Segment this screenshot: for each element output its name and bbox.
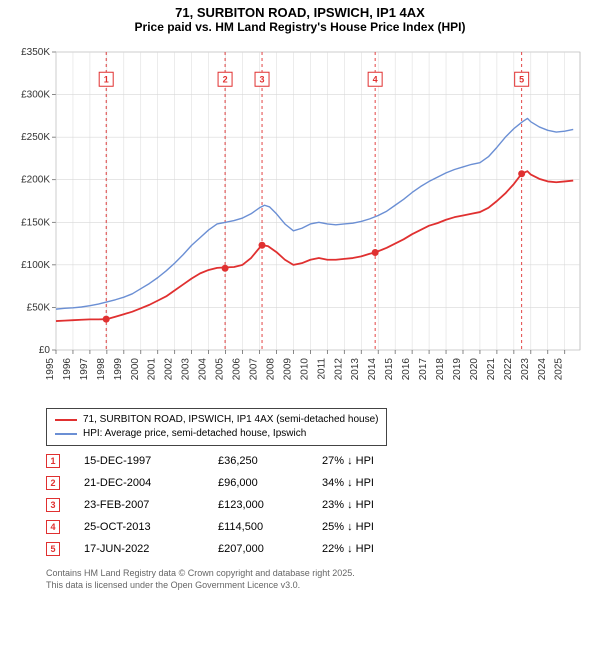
- chart-title: 71, SURBITON ROAD, IPSWICH, IP1 4AX: [10, 5, 590, 20]
- line-chart-svg: £0 £50K £100K £150K £200K £250K £300K £350K 1995…: [10, 42, 590, 402]
- footer-line1: Contains HM Land Registry data © Crown c…: [46, 568, 590, 580]
- legend-row: HPI: Average price, semi-detached house,…: [55, 427, 378, 441]
- chart-area: £0 £50K £100K £150K £200K £250K £300K £350K 1995…: [10, 42, 590, 402]
- event-pct: 23% ↓ HPI: [322, 499, 412, 511]
- events-table: 1 15-DEC-1997 £36,250 27% ↓ HPI 2 21-DEC-2004…: [46, 450, 590, 560]
- event-pct: 27% ↓ HPI: [322, 455, 412, 467]
- svg-text:2015: 2015: [384, 358, 395, 381]
- event-marker: 4: [46, 520, 60, 534]
- svg-text:1998: 1998: [96, 358, 107, 381]
- svg-text:£0: £0: [39, 345, 51, 356]
- svg-text:2000: 2000: [130, 358, 141, 381]
- svg-text:2009: 2009: [282, 358, 293, 381]
- svg-text:2024: 2024: [537, 358, 548, 381]
- event-row: 4 25-OCT-2013 £114,500 25% ↓ HPI: [46, 516, 590, 538]
- svg-text:2025: 2025: [554, 358, 565, 381]
- svg-text:£250K: £250K: [21, 132, 50, 143]
- svg-text:£100K: £100K: [21, 260, 50, 271]
- legend-swatch: [55, 419, 77, 421]
- event-price: £207,000: [218, 543, 298, 555]
- event-date: 21-DEC-2004: [84, 477, 194, 489]
- svg-text:2001: 2001: [147, 358, 158, 381]
- event-pct: 25% ↓ HPI: [322, 521, 412, 533]
- svg-text:2021: 2021: [486, 358, 497, 381]
- svg-text:2012: 2012: [333, 358, 344, 381]
- svg-text:2002: 2002: [164, 358, 175, 381]
- svg-text:2018: 2018: [435, 358, 446, 381]
- event-pct: 34% ↓ HPI: [322, 477, 412, 489]
- event-marker: 3: [46, 498, 60, 512]
- svg-text:£50K: £50K: [27, 302, 51, 313]
- legend-swatch: [55, 433, 77, 435]
- event-marker: 1: [46, 454, 60, 468]
- svg-text:£300K: £300K: [21, 90, 50, 101]
- svg-text:1997: 1997: [79, 358, 90, 381]
- svg-text:5: 5: [519, 75, 524, 85]
- legend-label: HPI: Average price, semi-detached house,…: [83, 427, 306, 441]
- legend-row: 71, SURBITON ROAD, IPSWICH, IP1 4AX (sem…: [55, 413, 378, 427]
- svg-text:£150K: £150K: [21, 217, 50, 228]
- svg-text:2010: 2010: [299, 358, 310, 381]
- svg-text:4: 4: [373, 75, 378, 85]
- svg-text:2003: 2003: [181, 358, 192, 381]
- event-date: 15-DEC-1997: [84, 455, 194, 467]
- event-row: 5 17-JUN-2022 £207,000 22% ↓ HPI: [46, 538, 590, 560]
- event-row: 3 23-FEB-2007 £123,000 23% ↓ HPI: [46, 494, 590, 516]
- event-price: £123,000: [218, 499, 298, 511]
- event-pct: 22% ↓ HPI: [322, 543, 412, 555]
- legend-box: 71, SURBITON ROAD, IPSWICH, IP1 4AX (sem…: [46, 408, 387, 446]
- svg-text:2020: 2020: [469, 358, 480, 381]
- svg-text:2008: 2008: [265, 358, 276, 381]
- title-block: 71, SURBITON ROAD, IPSWICH, IP1 4AX Pric…: [10, 5, 590, 34]
- svg-text:£200K: £200K: [21, 175, 50, 186]
- event-price: £96,000: [218, 477, 298, 489]
- svg-text:2005: 2005: [215, 358, 226, 381]
- chart-container: 71, SURBITON ROAD, IPSWICH, IP1 4AX Pric…: [0, 0, 600, 601]
- svg-text:1995: 1995: [45, 358, 56, 381]
- svg-text:1996: 1996: [62, 358, 73, 381]
- event-marker: 5: [46, 542, 60, 556]
- event-row: 2 21-DEC-2004 £96,000 34% ↓ HPI: [46, 472, 590, 494]
- event-row: 1 15-DEC-1997 £36,250 27% ↓ HPI: [46, 450, 590, 472]
- footer-line2: This data is licensed under the Open Gov…: [46, 580, 590, 592]
- svg-text:2: 2: [223, 75, 228, 85]
- svg-text:2013: 2013: [350, 358, 361, 381]
- svg-text:1: 1: [104, 75, 109, 85]
- svg-text:2004: 2004: [198, 358, 209, 381]
- svg-text:2007: 2007: [248, 358, 259, 381]
- svg-text:2011: 2011: [316, 358, 327, 380]
- event-date: 23-FEB-2007: [84, 499, 194, 511]
- chart-subtitle: Price paid vs. HM Land Registry's House …: [10, 20, 590, 34]
- svg-text:1999: 1999: [113, 358, 124, 381]
- event-date: 25-OCT-2013: [84, 521, 194, 533]
- event-date: 17-JUN-2022: [84, 543, 194, 555]
- svg-text:2014: 2014: [367, 358, 378, 381]
- event-price: £36,250: [218, 455, 298, 467]
- footer-text: Contains HM Land Registry data © Crown c…: [46, 568, 590, 591]
- svg-text:3: 3: [260, 75, 265, 85]
- svg-text:2023: 2023: [520, 358, 531, 381]
- svg-text:2017: 2017: [418, 358, 429, 381]
- event-marker: 2: [46, 476, 60, 490]
- svg-text:£350K: £350K: [21, 47, 50, 58]
- svg-text:2006: 2006: [232, 358, 243, 381]
- legend-label: 71, SURBITON ROAD, IPSWICH, IP1 4AX (sem…: [83, 413, 378, 427]
- svg-text:2019: 2019: [452, 358, 463, 381]
- event-price: £114,500: [218, 521, 298, 533]
- svg-text:2022: 2022: [503, 358, 514, 381]
- svg-text:2016: 2016: [401, 358, 412, 381]
